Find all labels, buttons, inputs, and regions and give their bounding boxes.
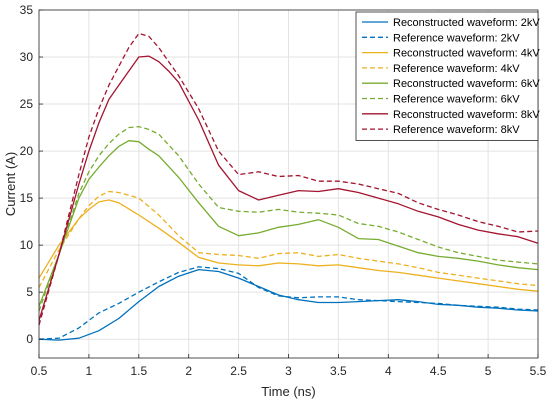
y-tick-label: 30 (20, 50, 34, 64)
legend-label: Reference waveform: 4kV (393, 63, 520, 75)
y-tick-label: 35 (20, 3, 34, 17)
y-tick-label: 10 (20, 238, 34, 252)
x-axis-title: Time (ns) (261, 384, 315, 399)
legend-label: Reconstructed waveform: 6kV (393, 78, 540, 90)
series-line-reconstructed-waveform-4kv (38, 199, 539, 292)
legend-box (355, 11, 539, 141)
x-tick-label: 1 (86, 364, 93, 378)
series-line-reference-waveform-8kv (38, 32, 539, 326)
x-tick-label: 1.5 (130, 364, 147, 378)
x-tick-label: 5 (485, 364, 492, 378)
series-line-reconstructed-waveform-8kv (38, 55, 539, 321)
legend-label: Reconstructed waveform: 2kV (393, 17, 540, 29)
series-lines (38, 32, 539, 341)
series-line-reference-waveform-2kv (38, 266, 539, 340)
y-tick-label: 15 (20, 191, 34, 205)
legend-label: Reference waveform: 8kV (393, 124, 520, 136)
x-tick-label: 3.5 (330, 364, 347, 378)
tick-labels: 0.5 1 1.5 2 2.5 3 3.5 4 4.5 5 5.5 0 5 10 15 20 25 30 35 (20, 3, 547, 378)
legend: Reconstructed waveform: 2kV Reference wav… (355, 11, 540, 141)
x-tick-label: 2 (185, 364, 192, 378)
legend-label: Reconstructed waveform: 4kV (393, 48, 540, 60)
x-tick-label: 3 (285, 364, 292, 378)
legend-label: Reference waveform: 2kV (393, 32, 520, 44)
series-line-reference-waveform-6kv (38, 125, 539, 312)
legend-label: Reference waveform: 6kV (393, 94, 520, 106)
series-line-reference-waveform-4kv (38, 190, 539, 288)
y-tick-label: 20 (20, 144, 34, 158)
y-tick-label: 25 (20, 97, 34, 111)
x-tick-label: 2.5 (230, 364, 247, 378)
series-line-reconstructed-waveform-6kv (38, 140, 539, 307)
x-tick-label: 4.5 (430, 364, 447, 378)
legend-label: Reconstructed waveform: 8kV (393, 109, 540, 121)
y-tick-label: 0 (26, 332, 33, 346)
y-axis-title: Current (A) (3, 152, 18, 216)
x-tick-label: 5.5 (530, 364, 547, 378)
x-tick-label: 0.5 (31, 364, 48, 378)
x-tick-label: 4 (385, 364, 392, 378)
y-tick-label: 5 (26, 285, 33, 299)
